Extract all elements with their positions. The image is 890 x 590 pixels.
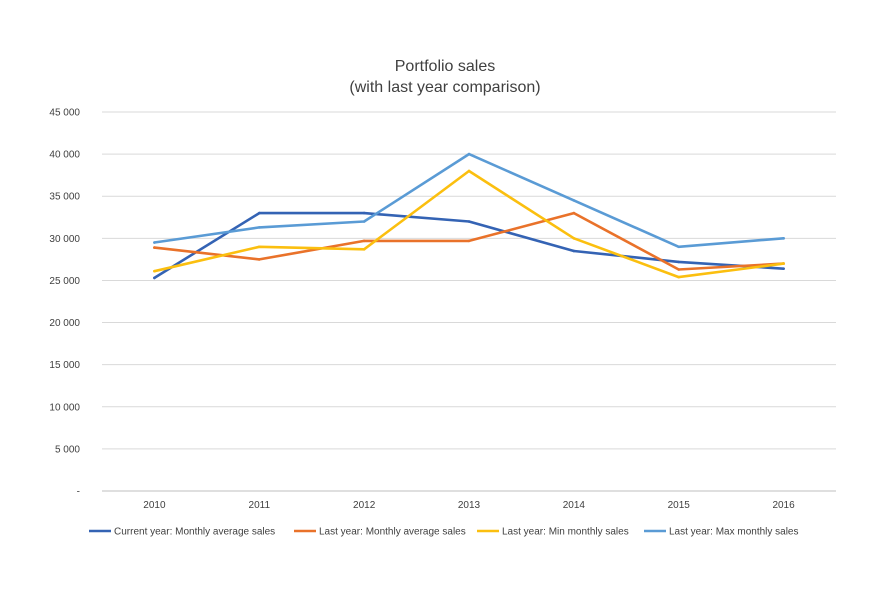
- x-tick-label: 2016: [772, 500, 795, 511]
- x-tick-label: 2012: [353, 500, 376, 511]
- data-point: [467, 220, 471, 223]
- series-line-3: [153, 169, 785, 279]
- data-point: [257, 258, 261, 261]
- data-point: [467, 239, 471, 243]
- series-line-4: [153, 152, 785, 249]
- y-tick-label: 25 000: [49, 276, 80, 287]
- y-tick-label: 5 000: [55, 444, 80, 455]
- data-point: [677, 268, 681, 271]
- data-point: [362, 239, 366, 243]
- data-point: [572, 211, 576, 215]
- data-point: [572, 199, 576, 202]
- x-tick-label: 2011: [249, 500, 271, 511]
- y-tick-label: 10 000: [49, 402, 80, 413]
- y-tick-label: 20 000: [49, 318, 80, 329]
- x-axis-ticks: 2010 2011 2012 2013 2014 2015 2016: [143, 500, 795, 511]
- y-tick-label: 15 000: [49, 360, 80, 371]
- legend-label: Last year: Max monthly sales: [669, 527, 799, 538]
- y-tick-label: 35 000: [49, 192, 80, 203]
- legend-item: Current year: Monthly average sales: [89, 527, 275, 538]
- chart-subtitle: (with last year comparison): [349, 79, 540, 96]
- x-tick-label: 2014: [563, 500, 586, 511]
- legend: Current year: Monthly average sales Last …: [89, 527, 799, 538]
- legend-label: Last year: Monthly average sales: [319, 527, 466, 538]
- data-point: [572, 237, 576, 240]
- x-tick-label: 2015: [668, 500, 691, 511]
- data-point: [362, 220, 366, 223]
- x-tick-label: 2010: [143, 500, 166, 511]
- data-point: [782, 237, 785, 240]
- data-point: [153, 269, 156, 273]
- data-point: [677, 260, 681, 264]
- data-point: [153, 276, 156, 280]
- data-point: [572, 249, 576, 253]
- y-tick-label: 45 000: [49, 108, 80, 119]
- gridlines: [102, 111, 836, 492]
- y-axis-ticks: - 5 000 10 000 15 000 20 000 25 000 30 000 35 0…: [49, 108, 80, 498]
- data-point: [257, 226, 261, 229]
- data-point: [362, 247, 366, 251]
- data-point: [153, 246, 156, 249]
- legend-item: Last year: Min monthly sales: [477, 527, 629, 538]
- legend-label: Last year: Min monthly sales: [502, 527, 629, 538]
- x-tick-label: 2013: [458, 500, 481, 511]
- series-lines: [153, 152, 785, 280]
- data-point: [677, 245, 681, 249]
- y-tick-label: -: [77, 487, 80, 498]
- data-point: [782, 267, 785, 270]
- data-point: [153, 241, 156, 244]
- legend-label: Current year: Monthly average sales: [114, 527, 275, 538]
- data-point: [782, 262, 785, 265]
- data-point: [677, 275, 681, 279]
- legend-item: Last year: Monthly average sales: [294, 527, 466, 538]
- legend-item: Last year: Max monthly sales: [644, 527, 799, 538]
- chart-title: Portfolio sales: [395, 58, 496, 75]
- y-tick-label: 30 000: [49, 234, 80, 245]
- data-point: [362, 211, 366, 215]
- data-point: [257, 245, 261, 249]
- y-tick-label: 40 000: [49, 150, 80, 161]
- data-point: [257, 211, 261, 215]
- data-point: [467, 169, 471, 173]
- data-point: [467, 152, 471, 156]
